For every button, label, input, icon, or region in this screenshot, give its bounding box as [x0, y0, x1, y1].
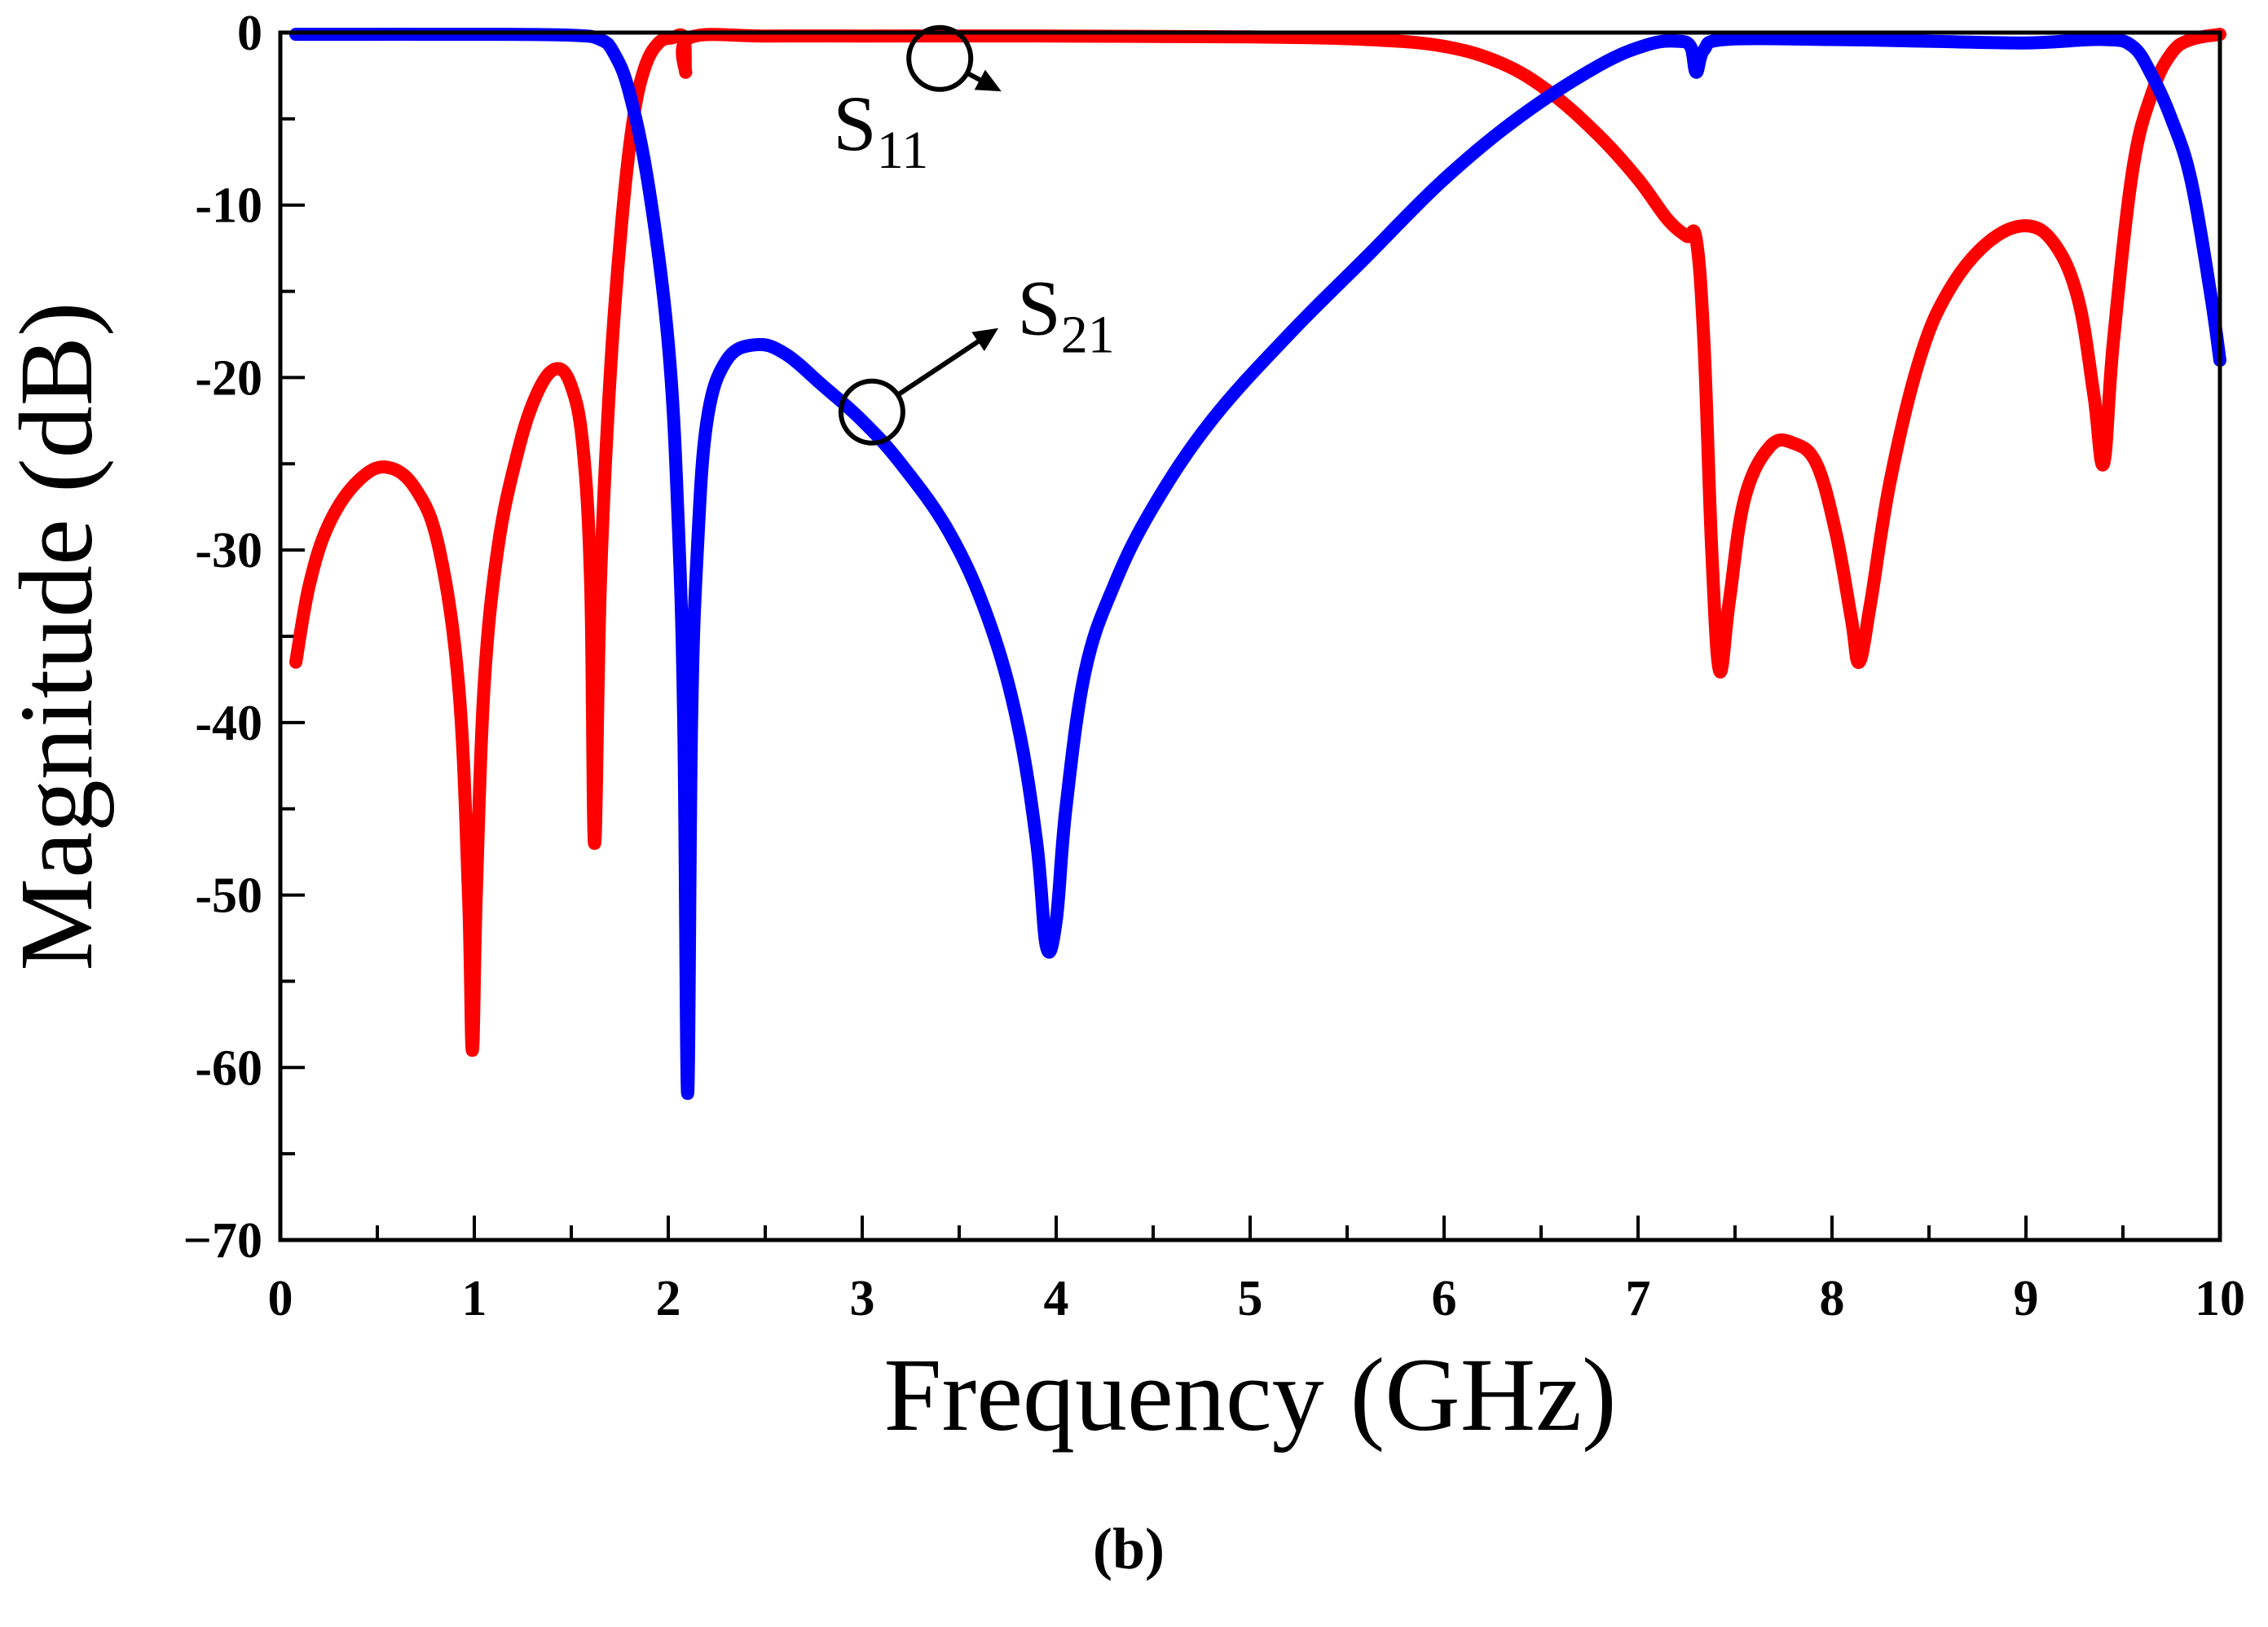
plot-area-frame	[278, 30, 2222, 1242]
panel-label: (b)	[1093, 1516, 1165, 1581]
y-tick-label: -30	[195, 523, 262, 578]
x-tick-label: 1	[462, 1271, 487, 1326]
annotation-s11-label-sub: 11	[877, 121, 929, 180]
series-line-s21	[289, 28, 2226, 1100]
annotation-s21-marker-circle	[838, 378, 905, 446]
annotation-s11: S11	[833, 24, 1002, 180]
y-tick-label: 0	[237, 6, 262, 61]
x-axis-tick-labels: 0 1 2 3 4 5 6 7 8 9 10	[268, 1271, 2246, 1326]
annotation-s11-marker-circle	[906, 24, 974, 92]
y-axis-title: Magnitude (dB)	[0, 301, 114, 970]
series-line-s11	[289, 28, 2226, 1058]
annotation-s11-arrowhead	[974, 69, 1002, 92]
x-axis-ticks	[279, 1216, 2222, 1240]
y-tick-label: -40	[195, 696, 262, 751]
x-axis-title: Frequency (GHz)	[883, 1337, 1616, 1453]
x-tick-label: 3	[850, 1271, 875, 1326]
x-tick-label: 7	[1626, 1271, 1651, 1326]
y-axis-tick-labels: 0 -10 -20 -30 -40 -50 -60 −70	[183, 6, 262, 1269]
y-tick-label: -20	[195, 350, 262, 406]
annotation-s21-label: S21	[1017, 265, 1114, 365]
annotation-s11-label: S11	[833, 80, 928, 180]
x-tick-label: 9	[2014, 1271, 2039, 1326]
annotation-s21-label-main: S	[1017, 265, 1060, 352]
annotation-s21-arrowhead	[971, 328, 999, 351]
annotation-s21: S21	[838, 265, 1115, 446]
y-tick-label: −70	[183, 1213, 262, 1269]
x-tick-label: 10	[2195, 1271, 2245, 1326]
x-tick-label: 5	[1238, 1271, 1263, 1326]
y-axis-ticks	[280, 31, 305, 1242]
x-tick-label: 2	[656, 1271, 681, 1326]
y-tick-label: -50	[195, 868, 262, 924]
y-tick-label: -10	[195, 178, 262, 234]
annotation-s11-label-main: S	[833, 80, 876, 167]
annotation-s21-label-sub: 21	[1061, 306, 1115, 365]
x-tick-label: 0	[268, 1271, 293, 1326]
series-layer	[289, 28, 2226, 1100]
y-tick-label: -60	[195, 1040, 262, 1096]
x-tick-label: 8	[1820, 1271, 1845, 1326]
annotation-s21-arrow	[896, 334, 988, 398]
x-tick-label: 4	[1044, 1271, 1069, 1326]
x-tick-label: 6	[1432, 1271, 1457, 1326]
